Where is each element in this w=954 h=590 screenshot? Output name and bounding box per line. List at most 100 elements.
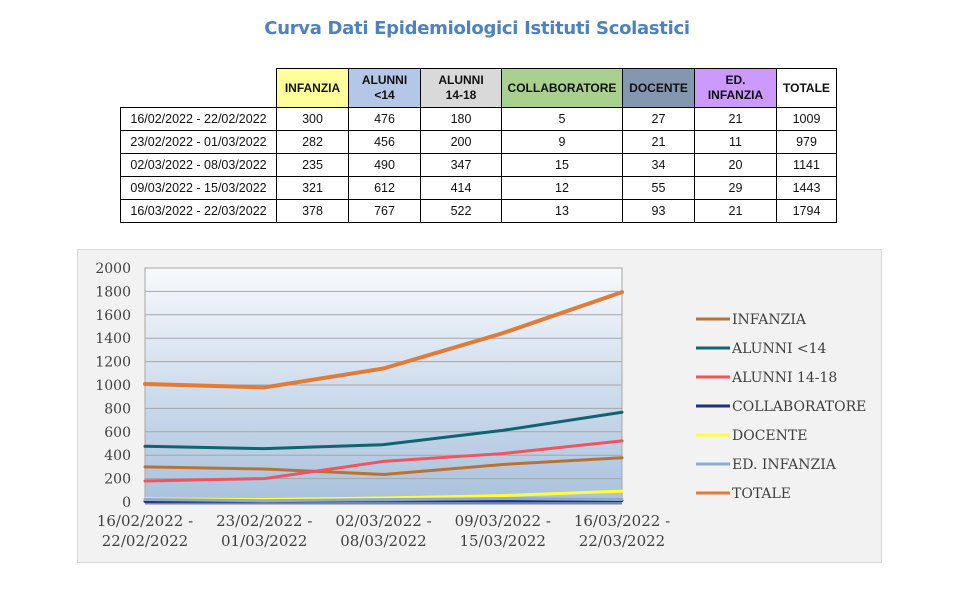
column-header-label: ALUNNI — [438, 73, 484, 87]
column-header-label: TOTALE — [783, 80, 830, 95]
column-header-label: COLLABORATORE — [507, 80, 617, 95]
value-cell: 979 — [776, 130, 837, 154]
value-cell: 34 — [622, 153, 695, 177]
value-cell: 27 — [622, 107, 695, 131]
y-tick-label: 800 — [104, 401, 131, 417]
legend-label: DOCENTE — [732, 428, 807, 444]
series-line-alunni-14-18 — [143, 439, 624, 483]
column-header: TOTALE — [776, 68, 837, 108]
value-cell: 9 — [501, 130, 623, 154]
series-line-totale — [143, 290, 624, 390]
chart-area: 0 200 400 600 800 1000 1200 1400 1600 1800 2000 16/… — [77, 249, 882, 563]
y-tick-label: 1800 — [95, 284, 131, 300]
value-cell: 1794 — [776, 199, 837, 223]
x-tick-label: 23/02/2022 - — [216, 512, 312, 530]
value-cell: 200 — [420, 130, 502, 154]
column-header-label: ED. — [725, 73, 746, 87]
data-table: INFANZIA ALUNNI <14 ALUNNI 14-18 COLLABORATOR… — [120, 68, 837, 223]
y-tick-label: 0 — [122, 495, 131, 511]
value-cell: 20 — [694, 153, 777, 177]
y-tick-label: 600 — [104, 425, 131, 441]
header-blank — [121, 69, 277, 108]
value-cell: 5 — [501, 107, 623, 131]
table-row: 09/03/2022 - 15/03/2022 321 612 414 12 55 29 14… — [120, 176, 837, 200]
y-tick-label: 1200 — [95, 355, 131, 371]
table-row: 16/02/2022 - 22/02/2022 300 476 180 5 27 21 100… — [120, 107, 837, 131]
value-cell: 456 — [348, 130, 421, 154]
period-cell: 02/03/2022 - 08/03/2022 — [120, 153, 277, 177]
x-tick-label-line2: 22/02/2022 — [102, 532, 188, 550]
x-tick-label-line2: 22/03/2022 — [579, 532, 665, 550]
series-line-ed-infanzia — [143, 497, 624, 503]
x-tick-label-line2: 15/03/2022 — [460, 532, 546, 550]
column-header: ALUNNI 14-18 — [420, 68, 502, 108]
value-cell: 414 — [420, 176, 502, 200]
x-tick-label-line2: 08/03/2022 — [340, 532, 426, 550]
x-tick-label: 02/03/2022 - — [335, 512, 431, 530]
column-header-label: INFANZIA — [284, 80, 341, 95]
value-cell: 15 — [501, 153, 623, 177]
y-tick-label: 1600 — [95, 308, 131, 324]
line-chart: 0 200 400 600 800 1000 1200 1400 1600 1800 2000 16/… — [95, 261, 866, 550]
value-cell: 1141 — [776, 153, 837, 177]
column-header-label: ALUNNI — [361, 73, 408, 87]
legend-label: TOTALE — [732, 486, 791, 502]
value-cell: 378 — [276, 199, 349, 223]
table-row: 02/03/2022 - 08/03/2022 235 490 347 15 34 20 11… — [120, 153, 837, 177]
value-cell: 522 — [420, 199, 502, 223]
value-cell: 55 — [622, 176, 695, 200]
y-tick-label: 1000 — [95, 378, 131, 394]
value-cell: 300 — [276, 107, 349, 131]
table-row: 23/02/2022 - 01/03/2022 282 456 200 9 21 11 979 — [120, 130, 837, 154]
legend-label: ED. INFANZIA — [732, 457, 837, 473]
value-cell: 1443 — [776, 176, 837, 200]
column-header-label-line2: 14-18 — [445, 88, 477, 102]
value-cell: 490 — [348, 153, 421, 177]
column-header: ALUNNI <14 — [348, 68, 421, 108]
value-cell: 11 — [694, 130, 777, 154]
legend-label: ALUNNI 14-18 — [731, 370, 837, 386]
series-line-infanzia — [143, 456, 624, 477]
value-cell: 612 — [348, 176, 421, 200]
column-header: ED. INFANZIA — [694, 68, 777, 108]
legend-label: INFANZIA — [732, 312, 807, 328]
column-header-label-line2: INFANZIA — [707, 88, 764, 102]
x-tick-label: 16/02/2022 - — [97, 512, 193, 530]
value-cell: 476 — [348, 107, 421, 131]
table-row: 16/03/2022 - 22/03/2022 378 767 522 13 93 21 17… — [120, 199, 837, 223]
value-cell: 1009 — [776, 107, 837, 131]
value-cell: 767 — [348, 199, 421, 223]
column-header-label: DOCENTE — [629, 80, 688, 95]
y-tick-label: 400 — [104, 448, 131, 464]
legend-label: ALUNNI <14 — [731, 341, 827, 357]
page-title: Curva Dati Epidemiologici Istituti Scola… — [264, 18, 690, 39]
value-cell: 180 — [420, 107, 502, 131]
x-tick-label: 09/03/2022 - — [455, 512, 551, 530]
period-cell: 16/03/2022 - 22/03/2022 — [120, 199, 277, 223]
value-cell: 21 — [622, 130, 695, 154]
value-cell: 21 — [694, 107, 777, 131]
value-cell: 21 — [694, 199, 777, 223]
y-tick-label: 1400 — [95, 331, 131, 347]
value-cell: 235 — [276, 153, 349, 177]
column-header: COLLABORATORE — [501, 68, 623, 108]
column-header-label-line2: <14 — [374, 88, 395, 102]
x-tick-label-line2: 01/03/2022 — [221, 532, 307, 550]
series-line-alunni-14 — [143, 410, 624, 451]
x-tick-label: 16/03/2022 - — [574, 512, 670, 530]
y-tick-label: 200 — [104, 472, 131, 488]
legend-label: COLLABORATORE — [732, 399, 866, 415]
column-header: INFANZIA — [276, 68, 349, 108]
value-cell: 347 — [420, 153, 502, 177]
value-cell: 321 — [276, 176, 349, 200]
value-cell: 93 — [622, 199, 695, 223]
value-cell: 282 — [276, 130, 349, 154]
value-cell: 29 — [694, 176, 777, 200]
column-header: DOCENTE — [622, 68, 695, 108]
y-tick-label: 2000 — [95, 261, 131, 277]
period-cell: 09/03/2022 - 15/03/2022 — [120, 176, 277, 200]
value-cell: 13 — [501, 199, 623, 223]
table-header-row: INFANZIA ALUNNI <14 ALUNNI 14-18 COLLABORATOR… — [121, 68, 837, 108]
period-cell: 23/02/2022 - 01/03/2022 — [120, 130, 277, 154]
period-cell: 16/02/2022 - 22/02/2022 — [120, 107, 277, 131]
